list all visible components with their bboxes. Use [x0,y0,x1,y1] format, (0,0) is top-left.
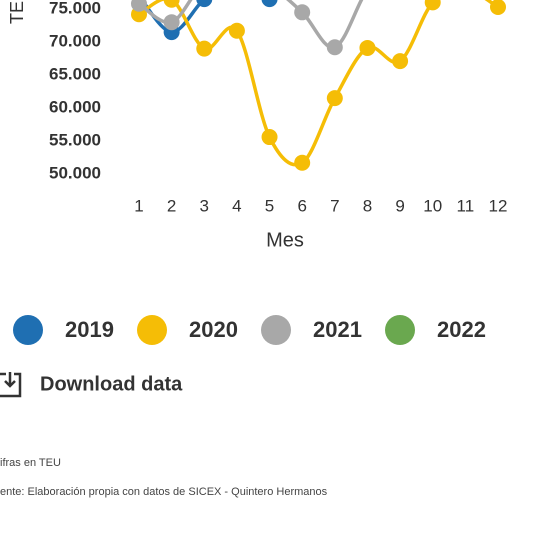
x-tick-label: 2 [167,196,176,215]
line [137,0,364,50]
legend-swatch [385,315,415,345]
series [131,0,506,171]
x-axis-title: Mes [266,229,304,251]
y-tick-label: 50.000 [49,163,101,182]
y-tick-label: 60.000 [49,97,101,116]
x-tick-label: 3 [200,196,209,215]
point [261,0,278,8]
point [326,39,343,56]
point [228,22,245,39]
point [261,129,278,146]
series [131,0,364,56]
legend-swatch [137,315,167,345]
x-tick-label: 9 [395,196,404,215]
x-tick-label: 7 [330,196,339,215]
point [392,53,409,70]
legend-label: 2020 [189,317,238,342]
y-tick-label: 65.000 [49,64,101,83]
note: ifras en TEU [0,457,61,469]
x-tick-label: 8 [363,196,372,215]
point [294,4,311,21]
x-tick-label: 1 [134,196,143,215]
point [326,90,343,107]
download-icon[interactable] [0,372,22,398]
point [294,154,311,171]
legend-label: 2021 [313,317,362,342]
x-tick-label: 5 [265,196,274,215]
point [163,14,180,31]
point [196,40,213,57]
legend-swatch [13,315,43,345]
x-tick-label: 4 [232,196,241,215]
legend-label: 2019 [65,317,114,342]
point [359,39,376,56]
source: ente: Elaboración propia con datos de SI… [0,486,328,498]
line [140,0,274,34]
x-tick-label: 10 [423,196,442,215]
point [163,0,180,8]
legend-label: 2022 [437,317,486,342]
legend-swatch [261,315,291,345]
x-tick-label: 12 [489,196,508,215]
line [138,0,499,167]
point [196,0,213,8]
point [424,0,441,11]
y-tick-label: 70.000 [49,31,101,50]
point [131,0,147,12]
x-tick-label: 11 [457,196,475,215]
y-tick-label: 55.000 [49,130,101,149]
x-tick-label: 6 [297,196,306,215]
point [490,0,506,16]
y-tick-label: 75.000 [49,0,101,17]
y-axis-title: TEU [7,0,27,24]
download-link[interactable]: Download data [40,373,183,395]
